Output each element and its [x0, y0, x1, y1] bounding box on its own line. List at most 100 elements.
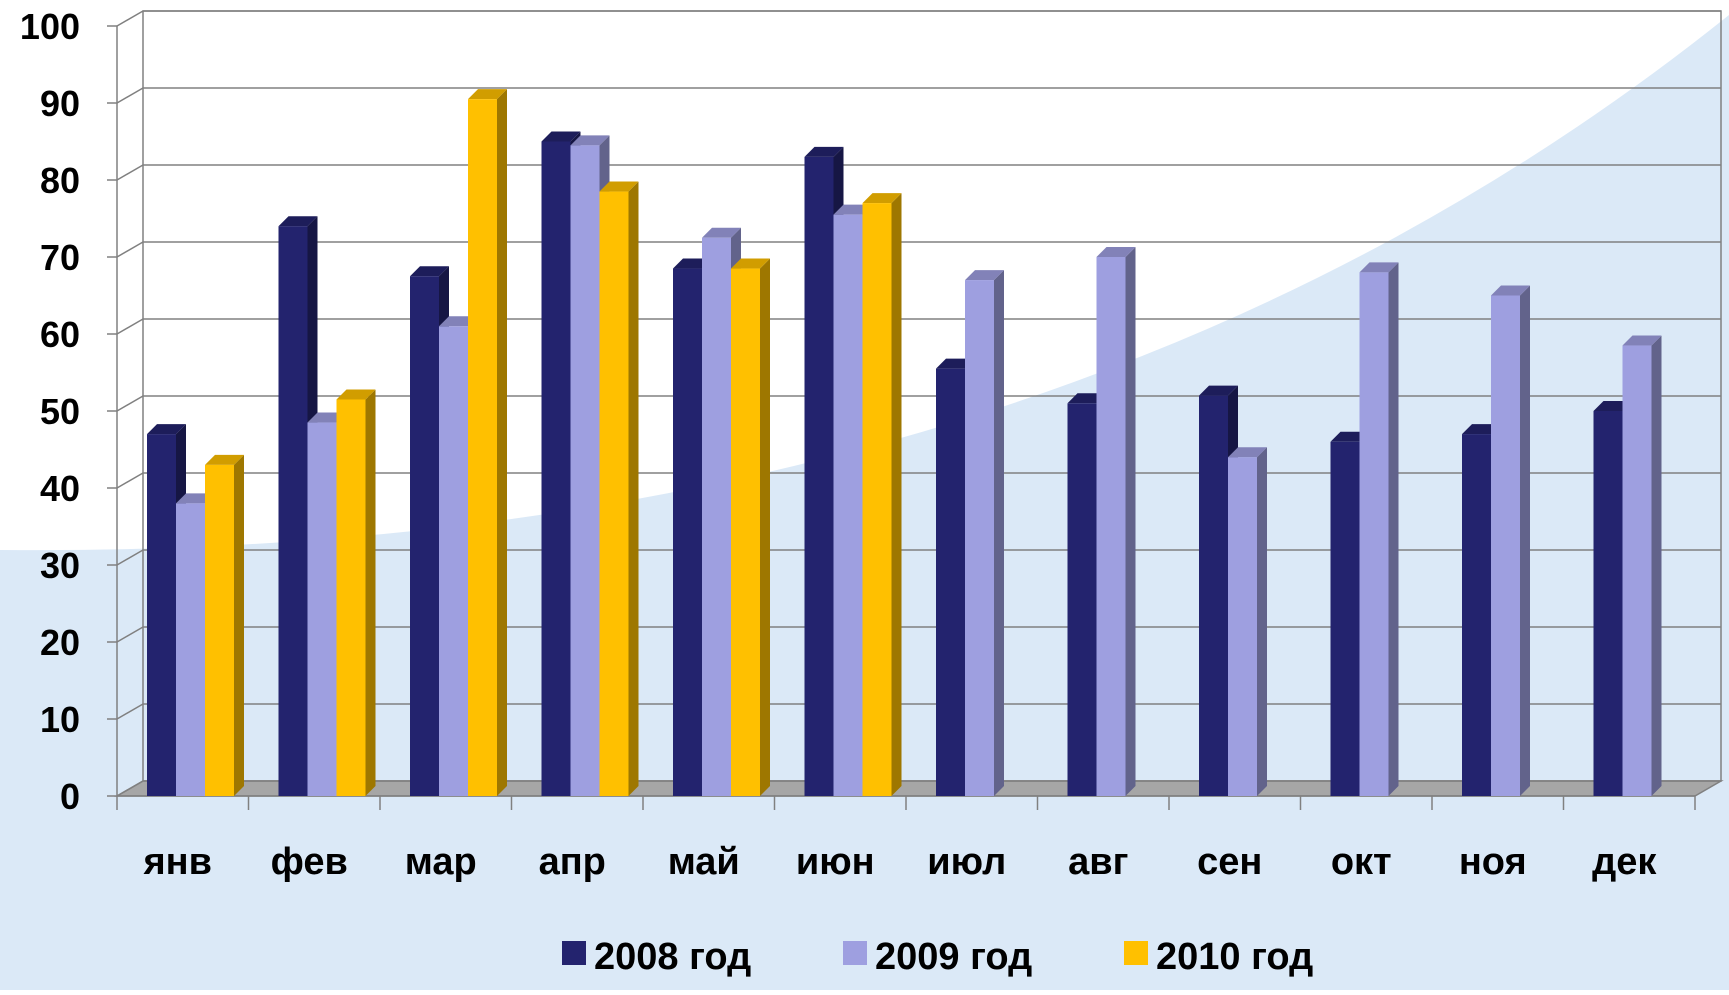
y-tick-label: 20 [40, 622, 80, 663]
bar-side [1125, 247, 1136, 796]
bar-top [205, 454, 244, 465]
bar [1228, 457, 1257, 796]
y-tick-label: 60 [40, 314, 80, 355]
x-tick-label: янв [143, 841, 213, 883]
bar-side [1520, 285, 1530, 796]
bar [1622, 345, 1652, 796]
x-tick-label: сен [1197, 841, 1262, 883]
x-tick-label: дек [1592, 841, 1657, 883]
bar [1359, 272, 1389, 796]
bar [1593, 411, 1623, 796]
bar [1330, 441, 1360, 796]
x-tick-label: фев [271, 841, 348, 883]
y-tick-label: 50 [40, 391, 80, 432]
gridline-depth [116, 626, 144, 643]
bar [468, 99, 497, 796]
bar-top [804, 146, 844, 157]
bar-side [994, 270, 1004, 797]
bar [731, 268, 760, 796]
bar-top [1622, 335, 1662, 346]
bar [147, 434, 176, 796]
x-tick-label: окт [1331, 841, 1392, 883]
x-tick-label: май [668, 841, 740, 883]
gridline-depth [116, 164, 144, 181]
legend-label: 2010 год [1156, 936, 1313, 978]
bar [833, 214, 863, 796]
y-tick-label: 100 [20, 6, 80, 47]
bar [176, 503, 205, 796]
gridline-depth [116, 87, 144, 104]
bar [965, 280, 994, 797]
bar [336, 399, 366, 796]
bar-top [1199, 385, 1238, 396]
bar-side [628, 181, 639, 797]
bar-top [965, 270, 1004, 281]
gridline-depth [116, 472, 144, 489]
bar [1462, 434, 1491, 796]
gridline-depth [116, 241, 144, 258]
bar-side [365, 389, 376, 796]
bar-top [1491, 285, 1530, 296]
x-tick-label: июл [927, 841, 1006, 883]
bar-top [1096, 247, 1136, 257]
gridline-depth [116, 10, 144, 27]
bar-top [278, 216, 318, 227]
bar [1491, 295, 1520, 796]
gridline-depth [116, 780, 144, 797]
x-tick-label: мар [405, 841, 477, 883]
bar-side [1388, 262, 1399, 796]
bar [307, 422, 337, 796]
legend-swatch [843, 941, 867, 965]
bar-top [599, 181, 639, 192]
y-tick-label: 80 [40, 160, 80, 201]
bar-top [147, 424, 186, 435]
x-tick-label: ноя [1459, 841, 1527, 883]
x-tick-label: апр [539, 841, 606, 883]
bar-top [702, 227, 741, 238]
bar-top [731, 258, 770, 269]
bar-top [468, 89, 507, 100]
bar-top [410, 266, 449, 277]
bar-side [1257, 447, 1267, 796]
bar-top [1359, 262, 1399, 273]
bar [1199, 395, 1228, 796]
bar-top [1228, 447, 1267, 458]
bar [702, 237, 731, 796]
bar [439, 326, 468, 796]
bar-top [336, 389, 376, 400]
bar-top [862, 193, 902, 204]
bar [936, 368, 965, 796]
bar [278, 226, 308, 796]
bar [804, 156, 834, 796]
y-tick-label: 0 [60, 776, 80, 817]
gridline-depth [116, 395, 144, 412]
y-tick-label: 40 [40, 468, 80, 509]
bar [862, 203, 892, 797]
y-tick-label: 10 [40, 699, 80, 740]
bar [570, 145, 600, 797]
gridline-depth [116, 318, 144, 335]
bar [1096, 257, 1126, 796]
bar-side [891, 193, 902, 797]
bar [541, 141, 571, 796]
legend-label: 2009 год [875, 936, 1032, 978]
y-tick-label: 70 [40, 237, 80, 278]
bar [673, 268, 702, 796]
bar-side [760, 258, 770, 796]
bar [205, 464, 234, 796]
bar-side [1651, 335, 1662, 796]
legend-swatch [1124, 941, 1148, 965]
bar [1067, 403, 1097, 796]
bar [599, 191, 629, 797]
bar-top [541, 131, 581, 142]
legend-swatch [562, 941, 586, 965]
y-tick-label: 90 [40, 83, 80, 124]
x-tick-label: авг [1068, 841, 1128, 883]
bar-top [570, 135, 610, 146]
x-tick-label: июн [796, 841, 875, 883]
bar-side [234, 454, 244, 796]
gridline-depth [116, 549, 144, 566]
legend-label: 2008 год [594, 936, 751, 978]
